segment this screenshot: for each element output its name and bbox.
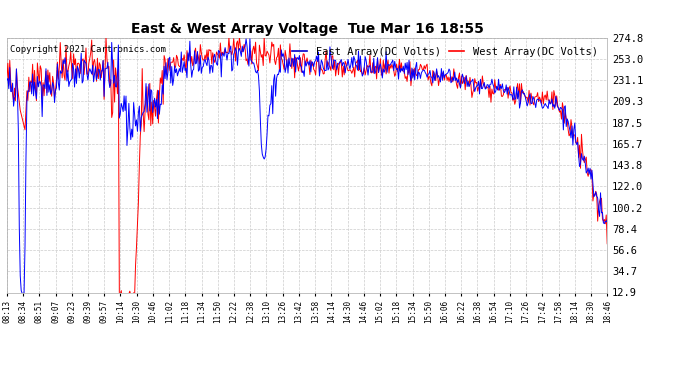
Text: Copyright 2021 Cartronics.com: Copyright 2021 Cartronics.com: [10, 45, 166, 54]
Legend: East Array(DC Volts), West Array(DC Volts): East Array(DC Volts), West Array(DC Volt…: [288, 43, 602, 61]
Title: East & West Array Voltage  Tue Mar 16 18:55: East & West Array Voltage Tue Mar 16 18:…: [130, 22, 484, 36]
